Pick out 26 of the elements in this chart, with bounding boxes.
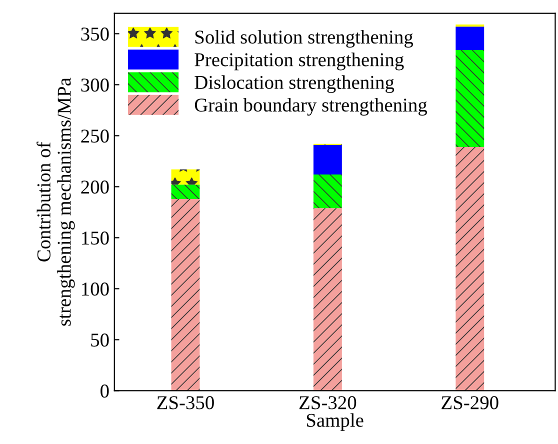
legend-label: Dislocation strengthening [194,75,394,93]
y-tick-label: 50 [91,334,109,347]
bar [313,208,342,391]
y-tick-label: 350 [81,28,109,41]
bar [456,26,484,50]
y-tick-label: 100 [82,282,109,296]
bar [313,174,342,208]
y-axis-title: Contribution of strengthening mechanisms/MPa [36,78,75,326]
x-axis-title: Sample [306,413,364,431]
x-tick-label: ZS-350 [157,396,214,410]
bar [456,146,484,391]
y-tick-label: 200 [81,180,109,194]
x-tick-label: ZS-290 [442,396,498,410]
bar [456,50,484,147]
y-tick-label: 250 [81,130,109,143]
x-tick-label: ZS-320 [299,396,356,410]
bar [313,144,342,174]
bar [171,169,200,185]
y-tick-label: 300 [81,78,109,92]
bar [171,184,200,199]
legend-label: Precipitation strengthening [194,52,404,70]
y-tick-label: 0 [100,384,109,398]
legend-label: Solid solution strengthening [195,30,414,48]
legend-label: Grain boundary strengthening [194,98,428,116]
bar [171,198,200,391]
y-tick-label: 150 [82,232,109,245]
